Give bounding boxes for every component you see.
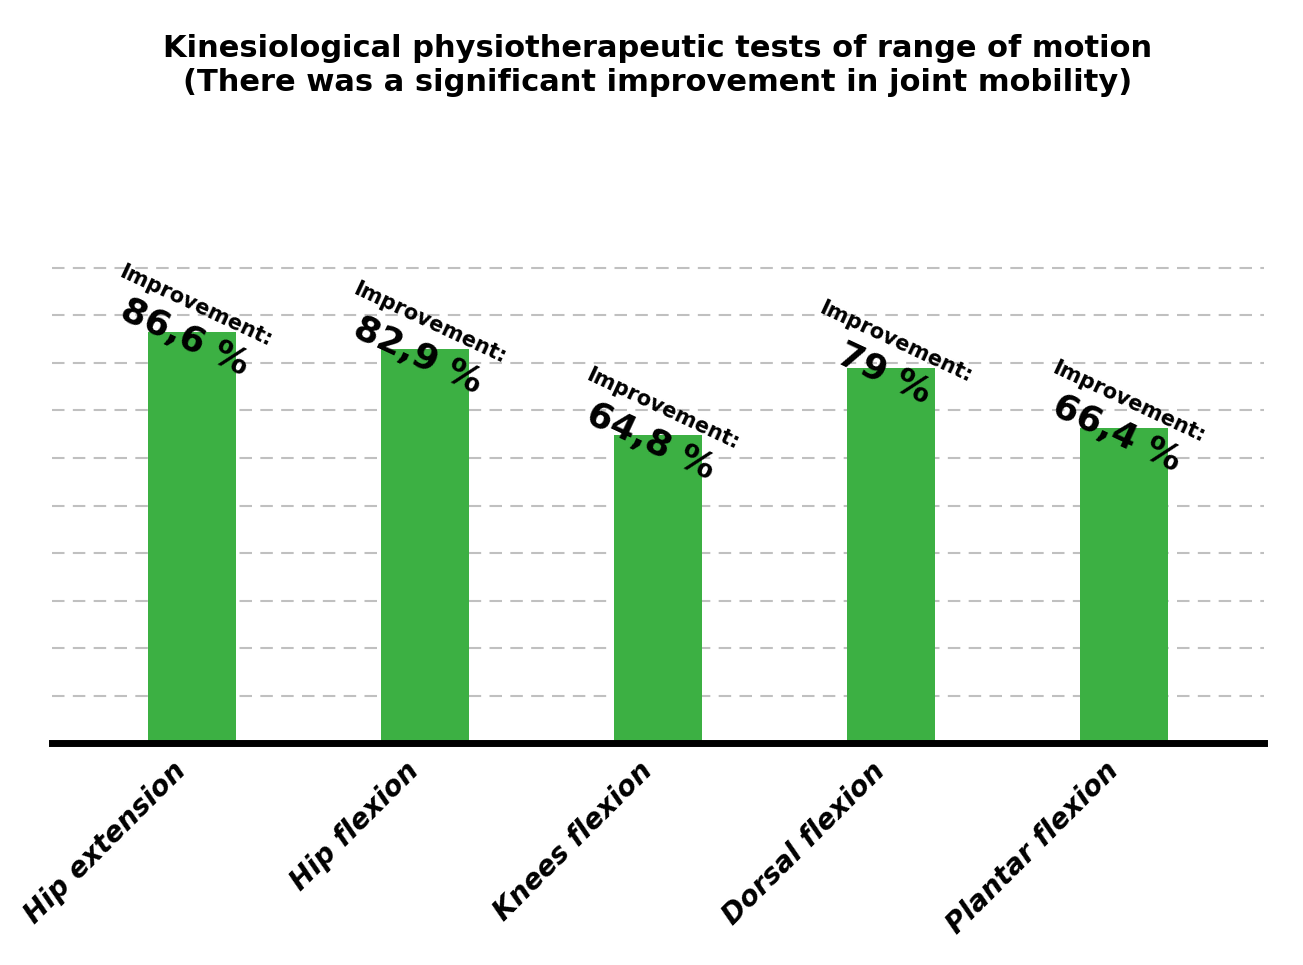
Text: Improvement:: Improvement:: [816, 298, 975, 386]
Text: Improvement:: Improvement:: [116, 262, 276, 350]
Bar: [1080, 427, 1169, 743]
Text: 86,6 %: 86,6 %: [115, 293, 254, 382]
Text: 82,9 %: 82,9 %: [348, 311, 487, 400]
Text: Improvement:: Improvement:: [1049, 358, 1208, 446]
Bar: [380, 349, 469, 743]
Text: 79 %: 79 %: [831, 338, 936, 410]
Bar: [147, 332, 236, 743]
Text: Improvement:: Improvement:: [349, 279, 508, 368]
Text: 66,4 %: 66,4 %: [1048, 389, 1187, 478]
Text: 64,8 %: 64,8 %: [581, 397, 721, 485]
Bar: [614, 435, 702, 743]
Text: Improvement:: Improvement:: [582, 366, 741, 454]
Title: Kinesiological physiotherapeutic tests of range of motion
(There was a significa: Kinesiological physiotherapeutic tests o…: [163, 34, 1153, 96]
Bar: [847, 368, 936, 743]
